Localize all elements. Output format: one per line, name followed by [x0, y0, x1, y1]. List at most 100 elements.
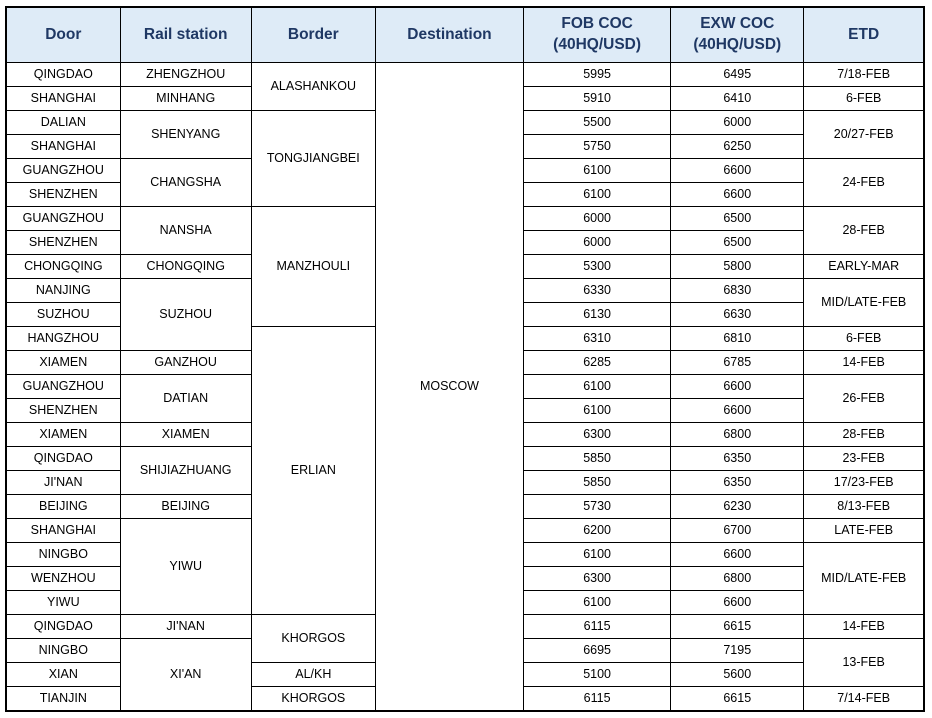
- cell-rail: ZHENGZHOU: [119, 62, 252, 87]
- cell-exw: 6350: [670, 470, 805, 495]
- cell-exw: 6350: [670, 446, 805, 471]
- cell-door: WENZHOU: [5, 566, 121, 591]
- cell-exw: 6000: [670, 110, 805, 135]
- cell-exw: 6830: [670, 278, 805, 303]
- cell-exw: 6615: [670, 686, 805, 712]
- cell-etd: EARLY-MAR: [803, 254, 925, 279]
- cell-fob: 6130: [523, 302, 672, 327]
- cell-fob: 6200: [523, 518, 672, 543]
- cell-rail: NANSHA: [119, 206, 252, 255]
- cell-door: XIAMEN: [5, 422, 121, 447]
- header-destination: Destination: [374, 6, 525, 63]
- header-door: Door: [5, 6, 121, 63]
- cell-door: JI'NAN: [5, 470, 121, 495]
- table-row: SHANGHAI YIWU 6200 6700 LATE-FEB: [5, 518, 925, 615]
- cell-exw: 6250: [670, 134, 805, 159]
- cell-door: SHENZHEN: [5, 398, 121, 423]
- cell-fob: 6100: [523, 398, 672, 423]
- cell-door: QINGDAO: [5, 446, 121, 471]
- cell-etd: 6-FEB: [803, 326, 925, 351]
- cell-etd: LATE-FEB: [803, 518, 925, 543]
- cell-fob: 6000: [523, 206, 672, 231]
- table-row: TIANJIN KHORGOS 6115 6615 7/14-FEB: [5, 686, 925, 712]
- cell-border: KHORGOS: [250, 614, 376, 663]
- cell-exw: 6810: [670, 326, 805, 351]
- cell-rail: CHANGSHA: [119, 158, 252, 207]
- cell-rail: SHIJIAZHUANG: [119, 446, 252, 495]
- cell-etd: 26-FEB: [803, 374, 925, 423]
- table-row: GUANGZHOU NANSHA MANZHOULI 6000 6500 28-FEB: [5, 206, 925, 327]
- cell-rail: XI'AN: [119, 638, 252, 712]
- table-row: DALIAN SHENYANG TONGJIANGBEI 5500 6000 20/27-…: [5, 110, 925, 207]
- cell-door: SHANGHAI: [5, 86, 121, 111]
- cell-door: QINGDAO: [5, 614, 121, 639]
- table-row: YIWU 6100 6600: [5, 590, 924, 615]
- cell-door: BEIJING: [5, 494, 121, 519]
- cell-exw: 6600: [670, 182, 805, 207]
- cell-exw: 6495: [670, 62, 805, 87]
- table-row: SHANGHAI 5750 6250: [5, 134, 924, 159]
- cell-door: SUZHOU: [5, 302, 121, 327]
- table-row: XIAMEN XIAMEN 6300 6800 28-FEB: [5, 422, 925, 447]
- header-row: Door Rail station Border Destination FOB COC…: [5, 6, 925, 63]
- table-row: QINGDAO ZHENGZHOU ALASHANKOU MOSCOW 5995 6495…: [5, 62, 925, 712]
- cell-rail: XIAMEN: [119, 422, 252, 447]
- cell-border: KHORGOS: [250, 686, 376, 712]
- cell-etd: 14-FEB: [803, 614, 925, 639]
- cell-door: GUANGZHOU: [5, 206, 121, 231]
- cell-door: CHONGQING: [5, 254, 121, 279]
- cell-etd: 13-FEB: [803, 638, 925, 687]
- cell-etd: 7/18-FEB: [803, 62, 925, 87]
- cell-etd: 17/23-FEB: [803, 470, 925, 495]
- cell-border: MANZHOULI: [250, 206, 376, 327]
- cell-fob: 5750: [523, 134, 672, 159]
- cell-door: TIANJIN: [5, 686, 121, 712]
- cell-rail: SHENYANG: [119, 110, 252, 159]
- header-rail: Rail station: [119, 6, 252, 63]
- cell-etd: 28-FEB: [803, 422, 925, 447]
- cell-etd: 14-FEB: [803, 350, 925, 375]
- rates-table-body: QINGDAO ZHENGZHOU ALASHANKOU MOSCOW 5995 6495…: [5, 62, 925, 712]
- header-exw: EXW COC (40HQ/USD): [670, 6, 805, 63]
- cell-fob: 6115: [523, 686, 672, 712]
- cell-exw: 6410: [670, 86, 805, 111]
- cell-exw: 7195: [670, 638, 805, 663]
- table-head: Door Rail station Border Destination FOB COC…: [5, 6, 925, 63]
- cell-border: ALASHANKOU: [250, 62, 376, 111]
- cell-exw: 6630: [670, 302, 805, 327]
- cell-etd: 6-FEB: [803, 86, 925, 111]
- cell-door: HANGZHOU: [5, 326, 121, 351]
- cell-exw: 6230: [670, 494, 805, 519]
- cell-etd: MID/LATE-FEB: [803, 542, 925, 615]
- cell-fob: 6330: [523, 278, 672, 303]
- cell-fob: 6100: [523, 590, 672, 615]
- table-row: GUANGZHOU DATIAN 6100 6600 26-FEB: [5, 374, 925, 423]
- cell-rail: YIWU: [119, 518, 252, 615]
- cell-exw: 6600: [670, 590, 805, 615]
- cell-rail: CHONGQING: [119, 254, 252, 279]
- cell-fob: 5100: [523, 662, 672, 687]
- cell-fob: 6100: [523, 182, 672, 207]
- cell-fob: 6100: [523, 542, 672, 567]
- table-row: WENZHOU 6300 6800: [5, 566, 924, 591]
- rates-table: Door Rail station Border Destination FOB COC…: [5, 6, 925, 712]
- cell-destination: MOSCOW: [374, 62, 525, 712]
- cell-door: NINGBO: [5, 542, 121, 567]
- cell-rail: DATIAN: [119, 374, 252, 423]
- cell-fob: 6310: [523, 326, 672, 351]
- cell-fob: 6695: [523, 638, 672, 663]
- cell-fob: 5300: [523, 254, 672, 279]
- cell-etd: 7/14-FEB: [803, 686, 925, 712]
- cell-etd: 24-FEB: [803, 158, 925, 207]
- cell-exw: 6700: [670, 518, 805, 543]
- cell-fob: 6100: [523, 374, 672, 399]
- cell-rail: SUZHOU: [119, 278, 252, 351]
- table-row: XIAMEN GANZHOU 6285 6785 14-FEB: [5, 350, 925, 375]
- table-row: XIAN AL/KH 5100 5600: [5, 662, 924, 687]
- cell-door: SHENZHEN: [5, 182, 121, 207]
- cell-door: DALIAN: [5, 110, 121, 135]
- cell-exw: 6615: [670, 614, 805, 639]
- cell-fob: 5995: [523, 62, 672, 87]
- cell-fob: 5850: [523, 470, 672, 495]
